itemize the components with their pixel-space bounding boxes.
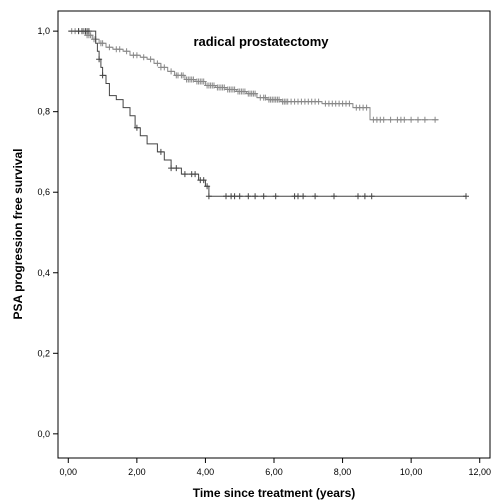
censor-mark bbox=[200, 78, 207, 85]
censor-mark bbox=[408, 116, 415, 123]
censor-mark bbox=[133, 52, 140, 59]
censor-mark bbox=[223, 193, 229, 200]
censor-mark bbox=[361, 193, 368, 200]
censor-mark bbox=[401, 116, 408, 123]
censor-mark bbox=[346, 100, 353, 107]
censor-mark bbox=[85, 28, 92, 35]
y-axis: 0,0 0,2 0,4 0,6 0,8 1,0 bbox=[37, 26, 58, 439]
censor-mark bbox=[245, 193, 252, 200]
censor-mark bbox=[161, 64, 168, 71]
series-2 bbox=[68, 28, 469, 200]
x-tick-label: 12,00 bbox=[468, 467, 491, 477]
x-axis: 0,00 2,00 4,00 6,00 8,00 10,00 12,00 bbox=[60, 458, 491, 477]
x-tick-label: 0,00 bbox=[60, 467, 78, 477]
censor-mark bbox=[168, 165, 175, 172]
censor-mark bbox=[276, 96, 283, 103]
y-tick-label: 0,6 bbox=[37, 187, 50, 197]
censor-mark bbox=[173, 165, 180, 172]
censor-mark bbox=[241, 88, 248, 95]
censor-mark bbox=[180, 72, 187, 79]
censor-mark bbox=[380, 116, 387, 123]
x-tick-label: 4,00 bbox=[197, 467, 215, 477]
censor-mark bbox=[116, 46, 123, 53]
censor-mark bbox=[205, 193, 212, 200]
censor-mark bbox=[87, 32, 94, 39]
plot-frame bbox=[57, 10, 491, 459]
censor-mark bbox=[260, 193, 267, 200]
y-tick-label: 0,2 bbox=[37, 348, 50, 358]
x-axis-title: Time since treatment (years) bbox=[193, 486, 356, 500]
chart-title: radical prostatectomy bbox=[193, 34, 329, 49]
censor-mark bbox=[355, 193, 361, 200]
censor-mark bbox=[211, 82, 217, 89]
censor-mark bbox=[295, 193, 301, 200]
censor-mark bbox=[463, 193, 469, 200]
censor-mark bbox=[363, 104, 370, 111]
series-layer bbox=[68, 28, 469, 200]
censor-mark bbox=[312, 193, 319, 200]
censor-mark bbox=[140, 54, 147, 61]
censor-mark bbox=[99, 40, 106, 47]
censor-mark bbox=[231, 86, 238, 93]
censor-mark bbox=[387, 116, 394, 123]
censor-mark bbox=[181, 171, 188, 178]
censor-mark bbox=[315, 98, 322, 105]
censor-mark bbox=[300, 193, 307, 200]
censor-mark bbox=[252, 90, 259, 97]
y-axis-title: PSA progression free survival bbox=[11, 149, 25, 320]
y-tick-label: 0,8 bbox=[37, 107, 50, 117]
censor-mark bbox=[106, 44, 113, 51]
censor-mark bbox=[200, 177, 207, 184]
censor-mark bbox=[204, 183, 211, 190]
censor-mark bbox=[133, 124, 140, 131]
censor-mark bbox=[231, 193, 238, 200]
censor-mark bbox=[272, 193, 279, 200]
censor-mark bbox=[157, 148, 164, 155]
censor-mark bbox=[99, 72, 106, 79]
y-tick-label: 0,0 bbox=[37, 429, 50, 439]
y-tick-label: 0,4 bbox=[37, 268, 50, 278]
survival-curve-2 bbox=[68, 30, 466, 197]
censor-mark bbox=[190, 76, 197, 83]
censor-mark bbox=[415, 116, 421, 123]
censor-mark bbox=[421, 116, 428, 123]
censor-mark bbox=[168, 68, 175, 75]
censor-mark bbox=[154, 60, 161, 67]
censor-mark bbox=[236, 193, 243, 200]
censor-mark bbox=[192, 171, 199, 178]
censor-mark bbox=[331, 193, 337, 200]
x-tick-label: 10,00 bbox=[400, 467, 423, 477]
censor-mark bbox=[96, 56, 103, 63]
censor-mark bbox=[123, 48, 130, 55]
censor-mark bbox=[252, 193, 259, 200]
censor-mark bbox=[221, 84, 228, 91]
x-tick-label: 6,00 bbox=[265, 467, 283, 477]
censor-mark bbox=[368, 193, 375, 200]
censor-mark bbox=[262, 94, 269, 101]
censor-mark bbox=[432, 116, 439, 123]
x-tick-label: 2,00 bbox=[128, 467, 146, 477]
censor-mark bbox=[147, 56, 154, 63]
x-tick-label: 8,00 bbox=[334, 467, 352, 477]
y-tick-label: 1,0 bbox=[37, 26, 50, 36]
